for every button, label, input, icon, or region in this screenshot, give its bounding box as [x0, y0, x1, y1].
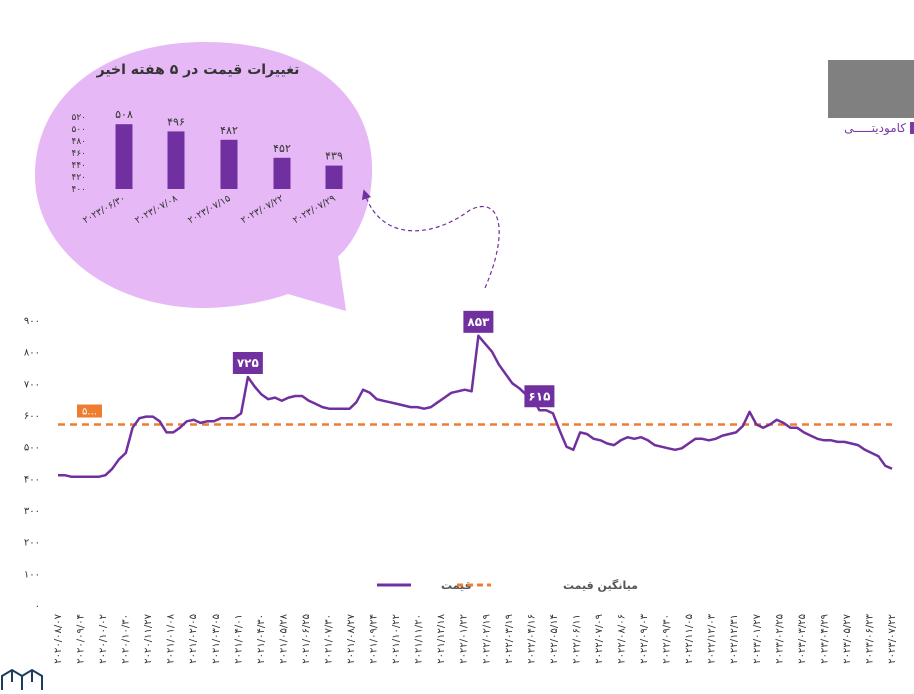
x-tick-label: ۲۰۲۱/۰۲/۰۵ [188, 614, 199, 664]
average-callout-label: ۵... [82, 407, 97, 418]
cube-logo-icon [0, 668, 43, 690]
x-tick-label: ۲۰۲۲/۰۱/۲۲ [459, 614, 470, 664]
bar-0 [115, 124, 133, 189]
bar-y-tick-label: ۴۶۰ [71, 149, 86, 159]
x-tick-label: ۲۰۲۳/۰۷/۲۲ [887, 614, 898, 664]
price-line [58, 334, 893, 479]
y-tick-label: ۹۰۰ [24, 316, 40, 327]
bar-y-tick-label: ۴۸۰ [71, 137, 86, 147]
x-tick-label: ۲۰۲۱/۰۴/۰۱ [233, 614, 244, 664]
x-tick-label: ۲۰۲۳/۰۳/۲۵ [797, 614, 808, 664]
y-tick-label: ۲۰۰ [24, 538, 40, 549]
x-tick-label: ۲۰۲۱/۱۲/۱۸ [436, 613, 447, 663]
x-tick-label: ۲۰۲۱/۰۹/۲۴ [369, 614, 380, 664]
x-tick-label: ۲۰۲۲/۱۲/۳۱ [729, 614, 740, 664]
x-tick-label: ۲۰۲۱/۰۶/۲۵ [301, 614, 312, 664]
x-tick-label: ۲۰۲۳/۰۴/۲۹ [819, 614, 830, 664]
x-tick-label: ۲۰۲۲/۱۲/۰۳ [707, 613, 718, 663]
bar-data-label: ۴۹۶ [167, 115, 185, 128]
x-tick-label: ۲۰۲۳/۰۲/۲۵ [774, 614, 785, 664]
average-callout-box [77, 404, 102, 418]
bar-y-tick-label: ۴۴۰ [71, 161, 86, 171]
x-tick-label: ۲۰۲۳/۰۶/۲۳ [864, 613, 875, 663]
y-tick-label: ۳۰۰ [24, 506, 40, 517]
legend: قیمت میانگین قیمت [377, 579, 638, 592]
bar-data-label: ۵۰۸ [115, 108, 133, 121]
bubble-shape [35, 42, 373, 311]
legend-price-label: قیمت [441, 579, 472, 592]
y-tick-label: ۸۰۰ [24, 348, 40, 359]
x-tick-label: ۲۰۲۲/۰۹/۰۳ [639, 613, 650, 663]
x-tick-label: ۲۰۲۱/۰۴/۳۰ [256, 614, 267, 664]
section-label-text: کامودیتـــــی [844, 121, 906, 135]
x-tick-label: ۲۰۲۱/۰۸/۲۷ [346, 613, 357, 663]
bar-4 [325, 165, 343, 189]
y-tick-label: ۰ [35, 601, 40, 612]
bar-chart-title: تغییرات قیمت در ۵ هفته اخیر [96, 62, 300, 78]
section-marker [910, 122, 914, 134]
bar-data-label: ۴۵۲ [273, 142, 291, 155]
x-tick-label: ۲۰۲۰/۱۰/۰۲ [98, 614, 109, 664]
x-tick-label: ۲۰۲۰/۰۸/۰۷ [53, 613, 64, 663]
bar-data-label: ۴۸۲ [220, 124, 238, 137]
x-tick-label: ۲۰۲۲/۰۳/۱۹ [504, 614, 515, 664]
x-tick-label: ۲۰۲۲/۱۱/۰۵ [684, 614, 695, 664]
x-tick-label: ۲۰۲۲/۰۷/۰۹ [594, 614, 605, 664]
x-tick-label: ۲۰۲۱/۰۷/۳۰ [323, 614, 334, 664]
bar-y-tick-label: ۵۲۰ [71, 113, 86, 123]
x-tick-label: ۲۰۲۱/۰۵/۲۸ [278, 613, 289, 663]
peak-callout-label: ۶۱۵ [528, 389, 550, 403]
bar-y-tick-label: ۴۰۰ [71, 185, 86, 195]
bar-2 [220, 139, 238, 189]
peak-callout-box [463, 310, 494, 333]
x-tick-label: ۲۰۲۲/۰۸/۰۶ [617, 614, 628, 664]
x-tick-label: ۲۰۲۳/۰۵/۲۷ [842, 613, 853, 663]
x-tick-label: ۲۰۲۱/۰۱/۰۸ [166, 613, 177, 663]
header-gray-box [828, 60, 914, 118]
x-tick-label: ۲۰۲۲/۰۶/۱۱ [571, 614, 582, 664]
x-tick-label: ۲۰۲۲/۰۹/۳۰ [662, 614, 673, 664]
legend-average-label: میانگین قیمت [563, 579, 638, 592]
peak-callout-box [232, 352, 263, 374]
section-label: کامودیتـــــی [830, 121, 914, 135]
bar-y-tick-label: ۴۲۰ [71, 173, 86, 183]
peak-callout-label: ۷۲۵ [237, 356, 259, 370]
y-tick-label: ۵۰۰ [24, 443, 40, 454]
x-tick-label: ۲۰۲۱/۰۳/۰۵ [211, 614, 222, 664]
x-tick-label: ۲۰۲۱/۱۰/۲۲ [391, 614, 402, 664]
x-tick-label: ۲۰۲۰/۱۱/۲۷ [143, 613, 154, 663]
x-tick-label: ۲۰۲۰/۱۰/۳۰ [121, 614, 132, 664]
bar-data-label: ۴۳۹ [325, 150, 343, 163]
peak-callout-label: ۸۵۳ [467, 315, 490, 329]
y-tick-label: ۱۰۰ [24, 569, 40, 580]
x-tick-label: ۲۰۲۲/۰۴/۱۶ [526, 614, 537, 664]
bar-1 [167, 131, 185, 189]
bar-3 [273, 157, 291, 189]
bubble-callout [35, 42, 373, 311]
corner-logo [0, 664, 48, 690]
x-tick-label: ۲۰۲۱/۱۱/۲۰ [414, 614, 425, 664]
x-tick-label: ۲۰۲۲/۰۵/۱۴ [549, 614, 560, 664]
y-tick-label: ۷۰۰ [24, 379, 40, 390]
y-tick-label: ۶۰۰ [24, 411, 40, 422]
x-tick-label: ۲۰۲۰/۰۹/۰۴ [76, 614, 87, 664]
line-chart: ۰ ۱۰۰ ۲۰۰ ۳۰۰ ۴۰۰ ۵۰۰ ۶۰۰ ۷۰۰ ۸۰۰ ۹۰۰ ۲۰۲۰/۰۸/۰۷ ۲۰… [24, 310, 898, 664]
x-tick-label: ۲۰۲۲/۰۲/۱۹ [481, 614, 492, 664]
peak-callout-box [524, 385, 555, 408]
callout-arrow [361, 189, 500, 289]
bar-y-tick-label: ۵۰۰ [71, 125, 86, 135]
y-tick-label: ۴۰۰ [24, 474, 40, 485]
x-tick-label: ۲۰۲۳/۰۱/۲۷ [752, 613, 763, 663]
